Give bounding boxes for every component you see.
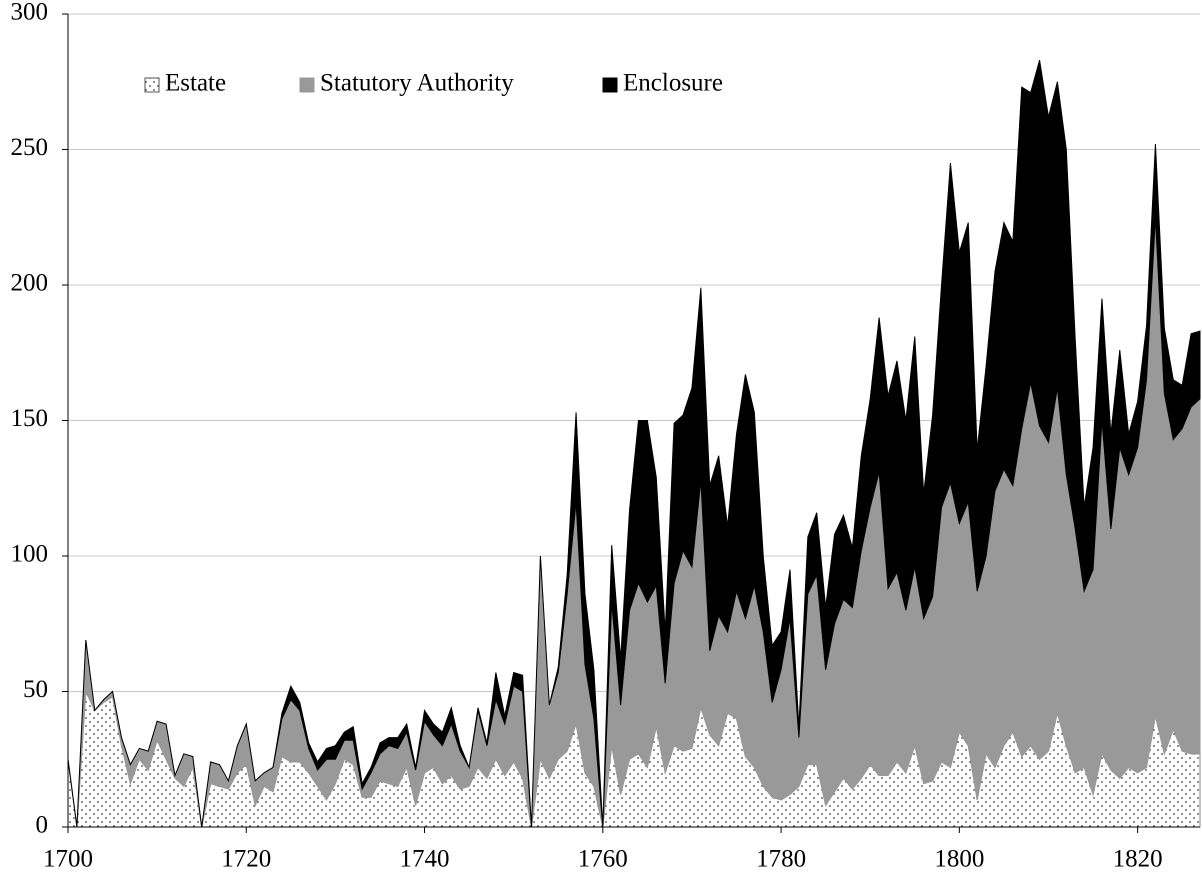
y-tick-label: 200 (11, 270, 49, 297)
y-tick-label: 150 (11, 405, 49, 432)
area-pattern (68, 691, 1200, 827)
x-tick-label: 1820 (1113, 846, 1163, 873)
y-tick-label: 0 (36, 812, 49, 839)
legend-swatch (602, 77, 618, 93)
legend-swatch (299, 77, 315, 93)
y-tick-label: 300 (11, 0, 49, 26)
legend-label: Statutory Authority (320, 70, 514, 97)
y-tick-label: 100 (11, 541, 49, 568)
area (67, 59, 1201, 828)
x-tick-label: 1720 (221, 846, 271, 873)
legend-swatch-pattern (145, 78, 159, 92)
legend-label: Enclosure (623, 70, 723, 97)
x-tick-label: 1800 (934, 846, 984, 873)
x-tick-label: 1760 (578, 846, 628, 873)
y-tick-label: 50 (23, 676, 48, 703)
legend-label: Estate (165, 70, 226, 97)
x-tick-label: 1700 (43, 846, 93, 873)
y-tick-label: 250 (11, 134, 49, 161)
x-tick-label: 1780 (756, 846, 806, 873)
x-tick-label: 1740 (400, 846, 450, 873)
